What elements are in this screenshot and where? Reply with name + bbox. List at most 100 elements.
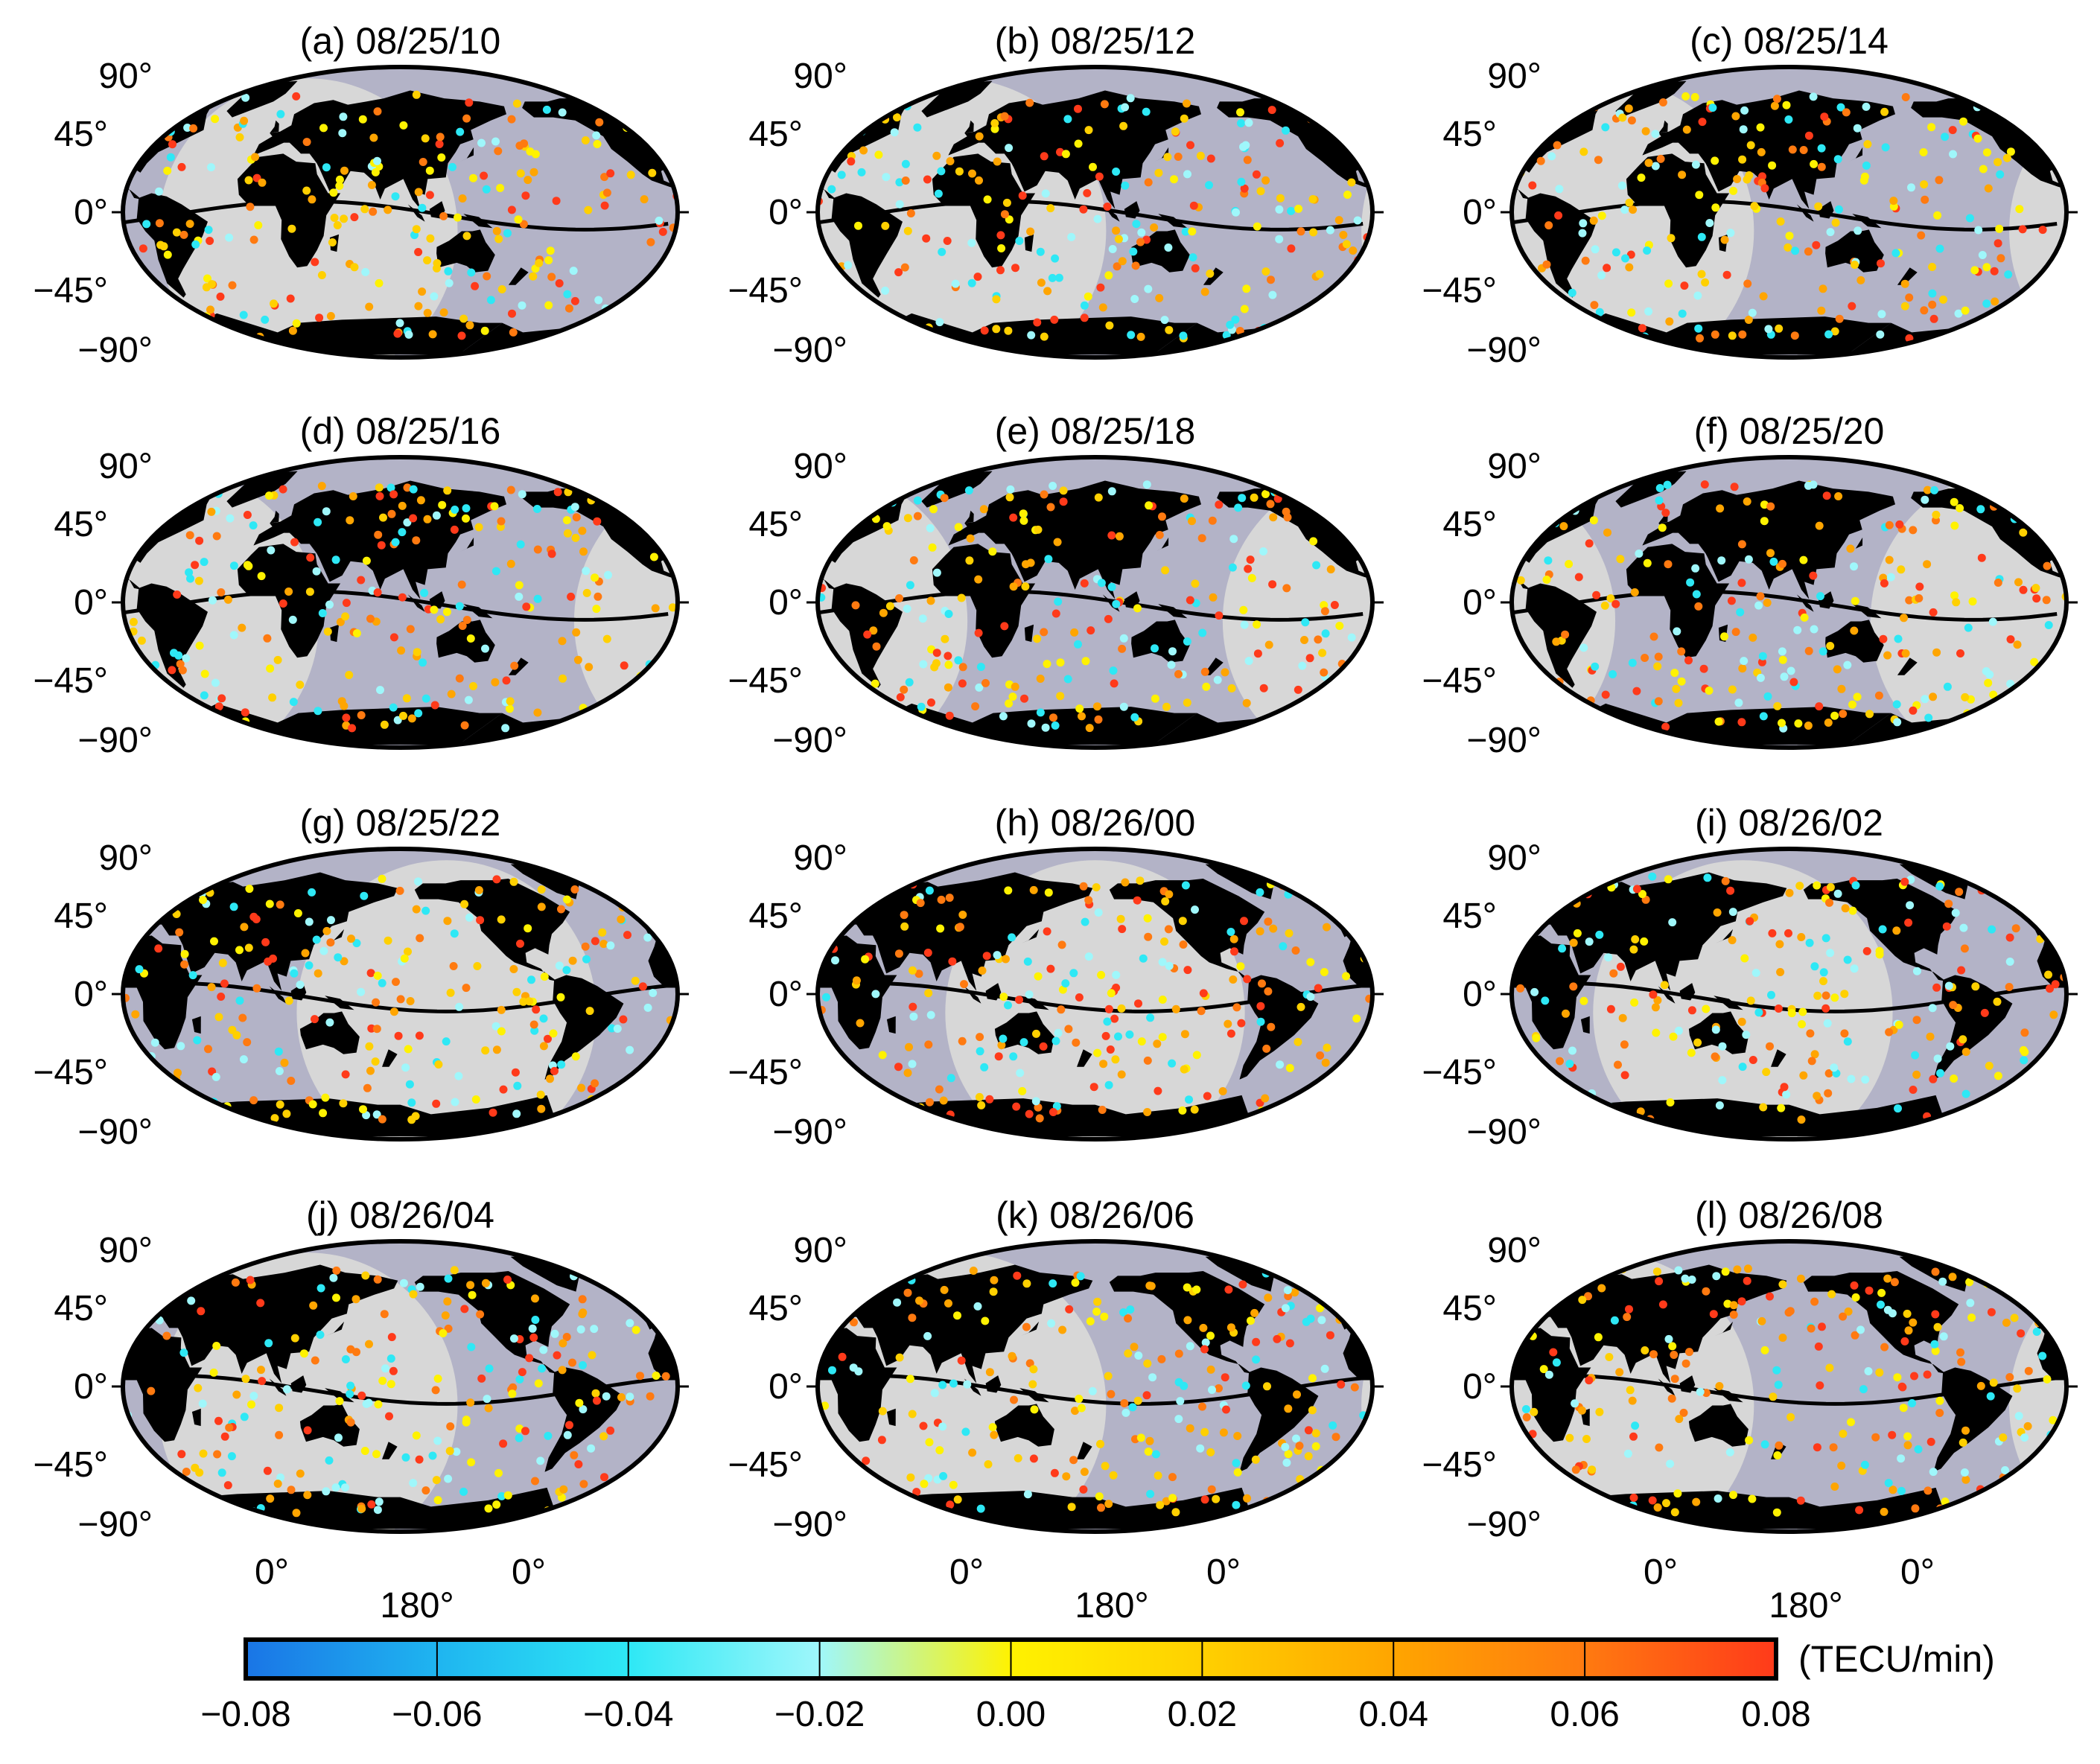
station-dot	[1610, 330, 1619, 339]
station-dot	[399, 1279, 408, 1287]
station-dot	[1118, 925, 1127, 934]
station-dot	[1186, 1342, 1194, 1351]
station-dot	[318, 609, 327, 617]
station-dot	[282, 1109, 291, 1118]
lat-label: 45°	[748, 115, 803, 154]
station-dot	[1930, 1340, 1939, 1349]
station-dot	[1144, 932, 1153, 941]
station-dot	[499, 1439, 508, 1448]
station-dot	[968, 169, 976, 178]
station-dot	[955, 167, 964, 176]
station-dot	[1595, 308, 1604, 316]
station-dot	[1044, 888, 1053, 897]
station-dot	[1851, 1293, 1860, 1302]
station-dot	[398, 528, 407, 537]
station-dot	[456, 127, 465, 136]
station-dot	[895, 594, 903, 602]
station-dot	[451, 506, 459, 514]
station-dot	[1050, 315, 1059, 324]
station-dot	[563, 290, 572, 299]
station-dot	[1224, 1019, 1232, 1028]
panel-title: (c) 08/25/14	[1690, 20, 1889, 62]
station-dot	[894, 949, 903, 958]
station-dot	[238, 623, 246, 632]
station-dot	[1804, 722, 1813, 730]
station-dot	[1664, 1334, 1673, 1343]
station-dot	[1785, 232, 1794, 241]
station-dot	[235, 133, 244, 141]
station-dot	[155, 187, 163, 196]
station-dot	[1626, 1386, 1635, 1395]
station-dot	[1787, 1009, 1796, 1018]
station-dot	[527, 975, 535, 984]
station-dot	[1027, 331, 1036, 340]
station-dot	[1243, 975, 1252, 984]
lat-label: 90°	[1487, 447, 1541, 486]
station-dot	[1790, 331, 1799, 340]
station-dot	[882, 173, 891, 182]
lat-label: 0°	[74, 193, 108, 232]
station-dot	[1056, 658, 1065, 667]
station-dot	[1264, 987, 1273, 996]
station-dot	[1912, 1070, 1921, 1079]
station-dot	[1939, 295, 1947, 304]
station-dot	[499, 1085, 508, 1094]
station-dot	[1059, 497, 1068, 506]
station-dot	[1961, 306, 1970, 315]
station-dot	[1850, 964, 1859, 973]
station-dot	[431, 1386, 440, 1395]
station-dot	[964, 486, 973, 495]
station-dot	[1759, 1103, 1768, 1112]
station-dot	[531, 1477, 539, 1486]
station-dot	[957, 593, 966, 602]
station-dot	[1153, 1039, 1162, 1048]
station-dot	[308, 195, 316, 204]
station-dot	[1862, 946, 1871, 955]
station-dot	[1215, 1384, 1223, 1392]
station-dot	[901, 90, 910, 99]
station-dot	[893, 1298, 902, 1307]
station-dot	[1819, 977, 1827, 986]
station-dot	[1847, 1074, 1856, 1083]
station-dot	[1814, 1342, 1823, 1351]
station-dot	[1702, 1004, 1711, 1013]
land	[739, 1016, 753, 1034]
station-dot	[1232, 1459, 1241, 1468]
station-dot	[927, 698, 935, 707]
station-dot	[1877, 310, 1886, 319]
station-dot	[1632, 687, 1641, 695]
station-dot	[967, 278, 976, 287]
station-dot	[1733, 175, 1742, 183]
station-dot	[850, 1318, 858, 1327]
station-dot	[1824, 1089, 1833, 1098]
lat-label: 90°	[1487, 1231, 1541, 1270]
station-dot	[432, 511, 441, 520]
station-dot	[1247, 1316, 1255, 1325]
station-dot	[194, 1384, 203, 1392]
station-dot	[2038, 226, 2047, 235]
station-dot	[1799, 146, 1808, 154]
station-dot	[1720, 235, 1729, 244]
station-dot	[1901, 93, 1910, 101]
station-dot	[571, 1052, 580, 1061]
station-dot	[973, 273, 982, 281]
station-dot	[903, 1288, 912, 1297]
station-dot	[1959, 923, 1968, 932]
station-dot	[1161, 897, 1170, 905]
station-dot	[994, 1052, 1003, 1061]
station-dot	[1119, 702, 1128, 711]
station-dot	[1911, 1504, 1920, 1513]
land	[932, 544, 1036, 658]
station-dot	[156, 241, 165, 249]
station-dot	[2014, 578, 2023, 587]
station-dot	[1603, 528, 1611, 537]
station-dot	[974, 628, 983, 637]
station-dot	[249, 235, 258, 244]
lat-label: −45°	[33, 1053, 108, 1092]
land	[508, 267, 529, 285]
land	[686, 657, 704, 675]
station-dot	[1106, 1045, 1115, 1054]
station-dot	[1892, 926, 1901, 935]
station-dot	[940, 1285, 949, 1294]
station-dot	[217, 993, 226, 1001]
